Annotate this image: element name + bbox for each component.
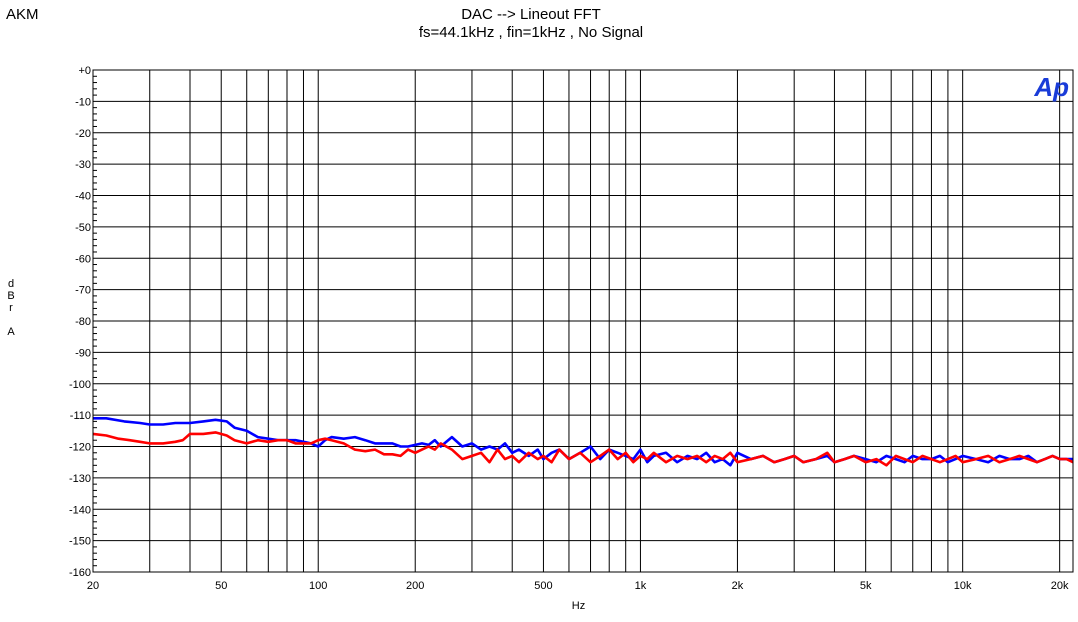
x-tick-label: 20 [87,580,99,592]
minor-ticks [93,75,97,567]
x-tick-label: 500 [534,580,552,592]
x-tick-labels: 20 50 100 200 500 1k 2k 5k 10k 20k [87,580,1069,592]
x-tick-label: 20k [1051,580,1069,592]
y-tick-label: -80 [75,316,91,328]
y-tick-label: +0 [78,65,91,77]
plot-frame [92,69,1074,573]
chart-title: DAC --> Lineout FFT [461,6,601,23]
y-axis-label-char: d [7,278,15,290]
y-tick-label: -30 [75,159,91,171]
y-tick-label: -10 [75,96,91,108]
y-tick-label: -70 [75,285,91,297]
y-tick-label: -150 [69,536,91,548]
y-axis-label: d B r A [6,278,16,338]
grid [93,69,1073,573]
y-tick-labels: +0 -10 -20 -30 -40 -50 -60 -70 -80 -90 -100 -110 -12… [69,65,91,579]
y-axis-label-char: A [7,326,15,338]
chart-subtitle: fs=44.1kHz , fin=1kHz , No Signal [418,24,644,41]
y-tick-label: -90 [75,347,91,359]
y-tick-label: -100 [69,379,91,391]
y-tick-label: -20 [75,128,91,140]
y-tick-label: -50 [75,222,91,234]
x-tick-label: 100 [309,580,327,592]
y-tick-label: -110 [70,410,91,422]
brand-label: AKM [6,6,39,23]
series-group [92,416,1074,467]
y-axis-label-char: r [9,302,13,314]
ap-logo: Ap [1033,72,1069,102]
series-line-2 [92,431,1074,467]
x-axis-label: Hz [571,600,586,612]
x-tick-label: 2k [732,580,744,592]
y-tick-label: -120 [69,442,91,454]
x-tick-label: 1k [635,580,647,592]
x-tick-label: 10k [954,580,972,592]
y-tick-label: -40 [75,191,91,203]
y-tick-label: -140 [69,504,91,516]
y-tick-label: -160 [69,567,91,579]
x-tick-label: 200 [406,580,424,592]
y-tick-label: -130 [69,473,91,485]
y-axis-label-char: B [7,290,15,302]
y-tick-label: -60 [75,253,91,265]
x-tick-label: 5k [860,580,872,592]
x-tick-label: 50 [215,580,227,592]
